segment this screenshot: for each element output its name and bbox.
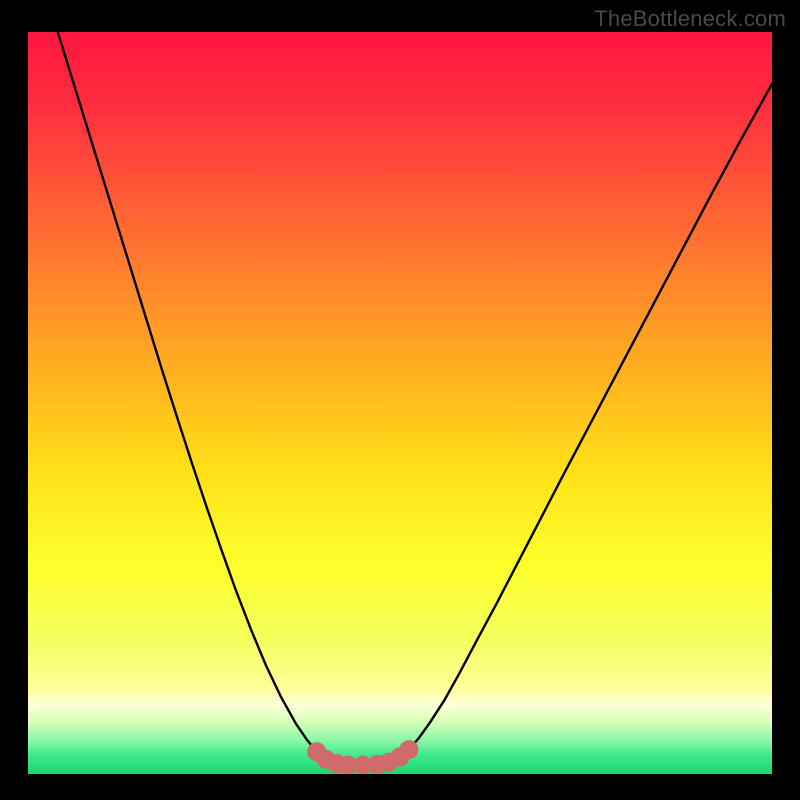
bottleneck-curve — [58, 32, 772, 765]
plot-area — [28, 32, 772, 774]
datapoint-marker — [400, 741, 418, 759]
watermark-text: TheBottleneck.com — [594, 6, 786, 32]
chart-frame: TheBottleneck.com — [0, 0, 800, 800]
plot-svg-layer — [28, 32, 772, 774]
